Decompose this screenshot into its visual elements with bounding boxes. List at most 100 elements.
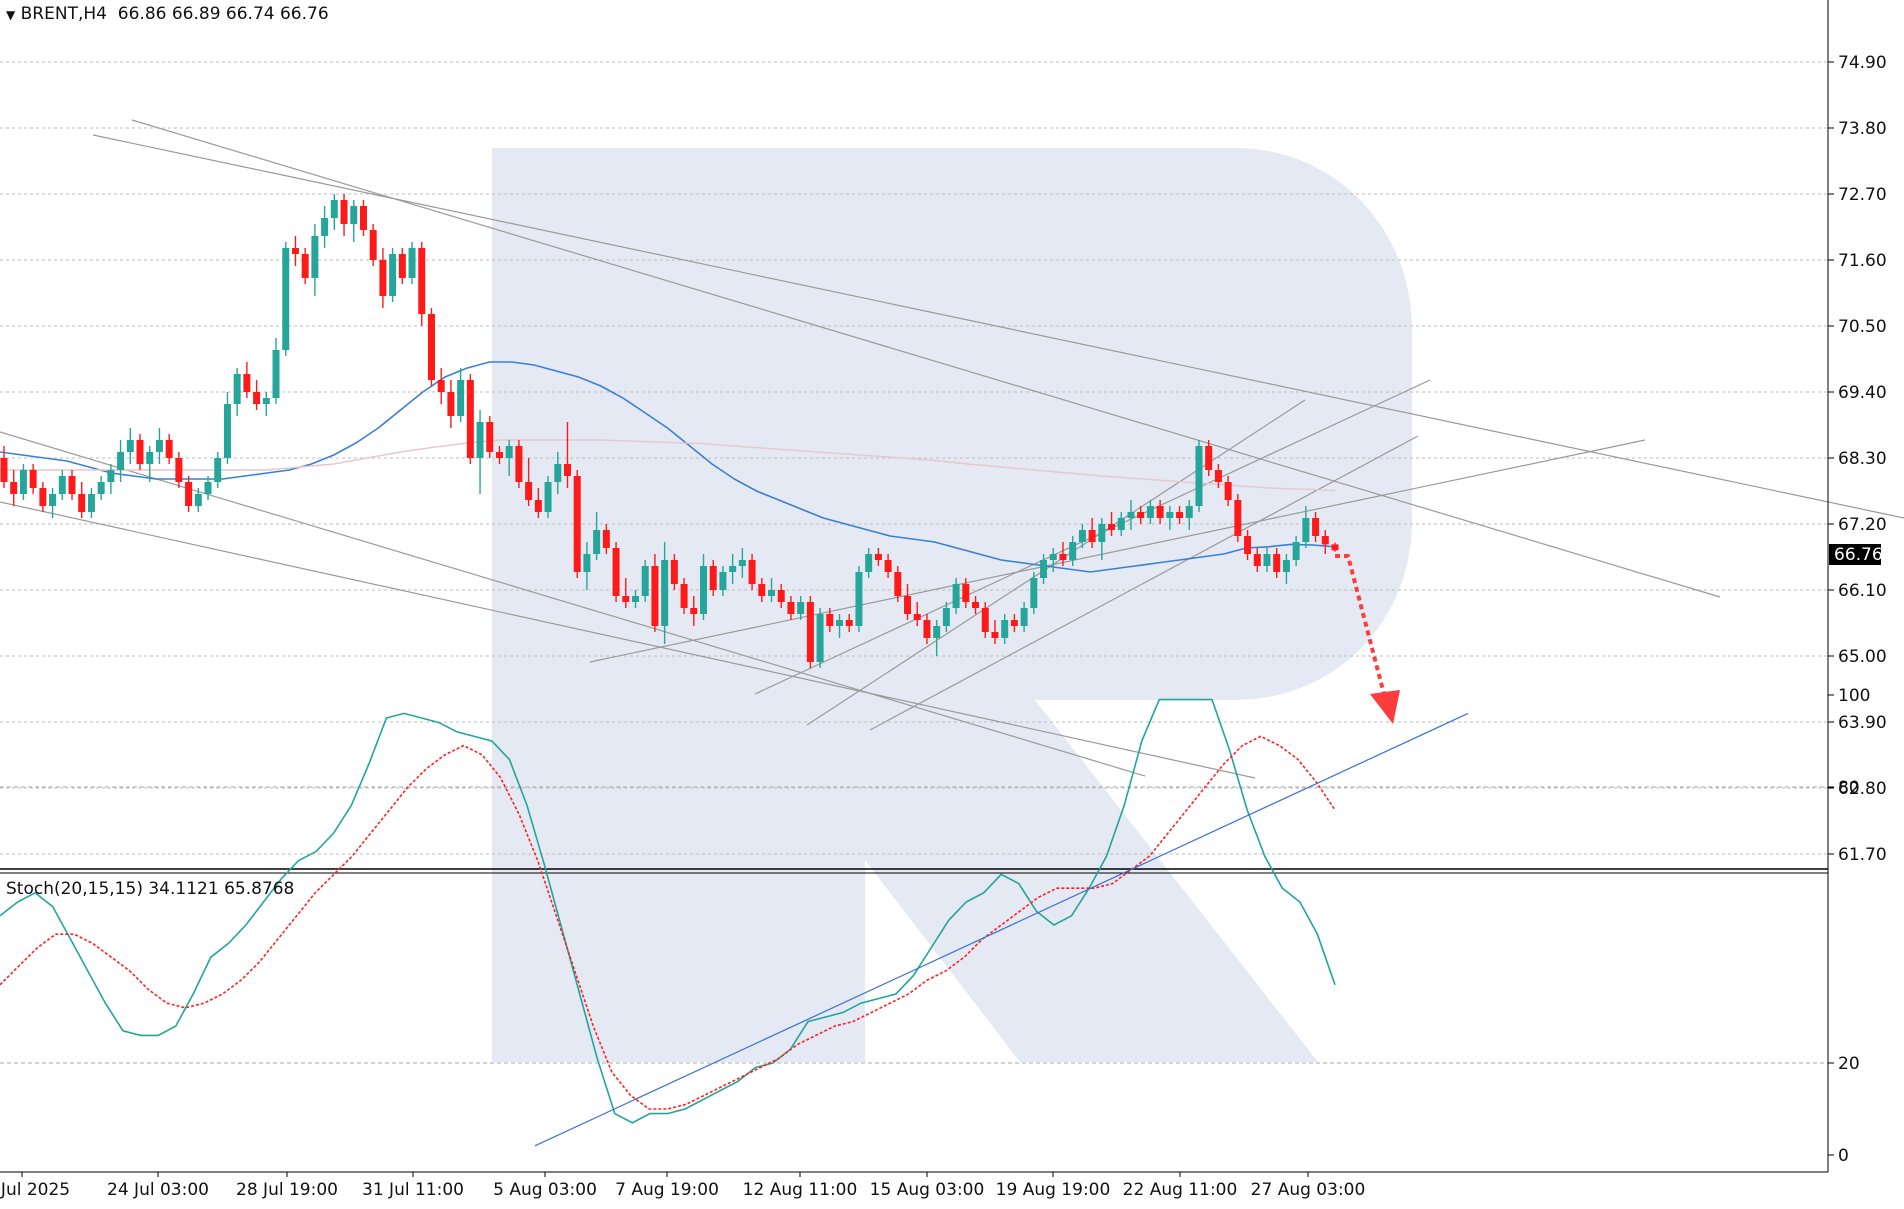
candle-body [1049,554,1057,560]
candle-body [272,350,280,398]
candle-body [865,554,873,572]
stoch-values: 34.1121 65.8768 [148,879,295,899]
price-tick-label: 72.70 [1838,185,1887,205]
candle-body [1282,560,1290,572]
candle [340,194,348,236]
time-tick-label: 5 Aug 03:00 [493,1180,597,1200]
price-tick-label: 66.10 [1838,581,1887,601]
candle-body [1312,518,1320,536]
candle-body [204,482,212,494]
candle [505,440,513,476]
candle [1244,530,1252,560]
price-tick-label: 68.30 [1838,449,1887,469]
candle-body [641,566,649,596]
resistance-line-2 [131,119,1721,598]
candle-body [1127,512,1135,518]
candle [1069,536,1077,566]
candle-body [826,614,834,626]
candle-body [894,572,902,596]
candle [146,446,154,482]
candle-body [214,458,222,482]
candle-body [1088,530,1096,542]
candle [398,248,406,284]
candle [923,614,931,644]
candle-body [1331,544,1339,551]
candle [1176,506,1184,524]
candle-body [1205,446,1213,470]
candle [729,554,737,584]
candle [87,488,95,518]
price-tick-label: 62.80 [1838,779,1887,799]
candle-body [155,440,163,452]
candle-body [165,440,173,458]
candle-body [593,530,601,554]
candle-body [719,572,727,590]
candle-body [49,494,57,506]
candle-body [1244,536,1252,554]
candle [1263,548,1271,572]
candle-body [379,260,387,296]
candle-body [29,470,37,488]
candle [991,620,999,644]
candle-body [437,380,445,392]
candle [1137,506,1145,524]
candle-body [0,458,8,482]
candle [68,470,76,500]
time-tick-label: 7 Aug 19:00 [615,1180,719,1200]
candle-body [311,236,319,278]
candle-body [806,602,814,662]
candle-body [534,500,542,512]
candle-body [427,314,435,380]
candle [10,470,18,506]
candle [1273,548,1281,578]
candle [1098,518,1106,560]
price-tick-label: 61.70 [1838,845,1887,865]
candle [1282,554,1290,584]
candle [777,584,785,608]
candle [826,608,834,632]
time-tick-label: 19 Aug 19:00 [996,1180,1111,1200]
candle-body [1185,506,1193,518]
header-dropdown-icon[interactable]: ▼ [6,8,16,22]
candle [981,602,989,638]
candle [544,476,552,518]
candle [1205,440,1213,476]
candle-body [185,482,193,506]
candle-body [505,446,513,458]
candle [1010,614,1018,632]
candle [904,584,912,620]
candle [311,224,319,296]
candle-body [991,632,999,638]
stoch-tick-label: 80 [1838,778,1860,798]
price-tick-label: 67.20 [1838,515,1887,535]
candle-body [1001,620,1009,638]
candle-body [1030,578,1038,608]
candle [787,596,795,620]
candle-body [223,404,231,458]
candle-body [262,398,270,404]
time-tick-label: 21 Jul 2025 [0,1180,70,1200]
price-tick-label: 63.90 [1838,713,1887,733]
candle-body [359,206,367,230]
candle [534,488,542,518]
candle [913,602,921,626]
candle [437,368,445,404]
candle-body [340,200,348,224]
price-tick-label: 65.00 [1838,647,1887,667]
candle [39,482,47,512]
candle [797,596,805,620]
candle-body [680,584,688,608]
candle [1088,518,1096,548]
candle [330,194,338,230]
candle [622,578,630,608]
candle [194,488,202,512]
candle-body [758,584,766,596]
candle [214,452,222,488]
moving-averages [0,361,1336,573]
candle [845,614,853,632]
price-grid [0,61,1828,855]
candle-body [68,476,76,494]
ma-slow-line [0,439,1336,492]
candle-body [253,392,261,404]
candle [738,548,746,578]
